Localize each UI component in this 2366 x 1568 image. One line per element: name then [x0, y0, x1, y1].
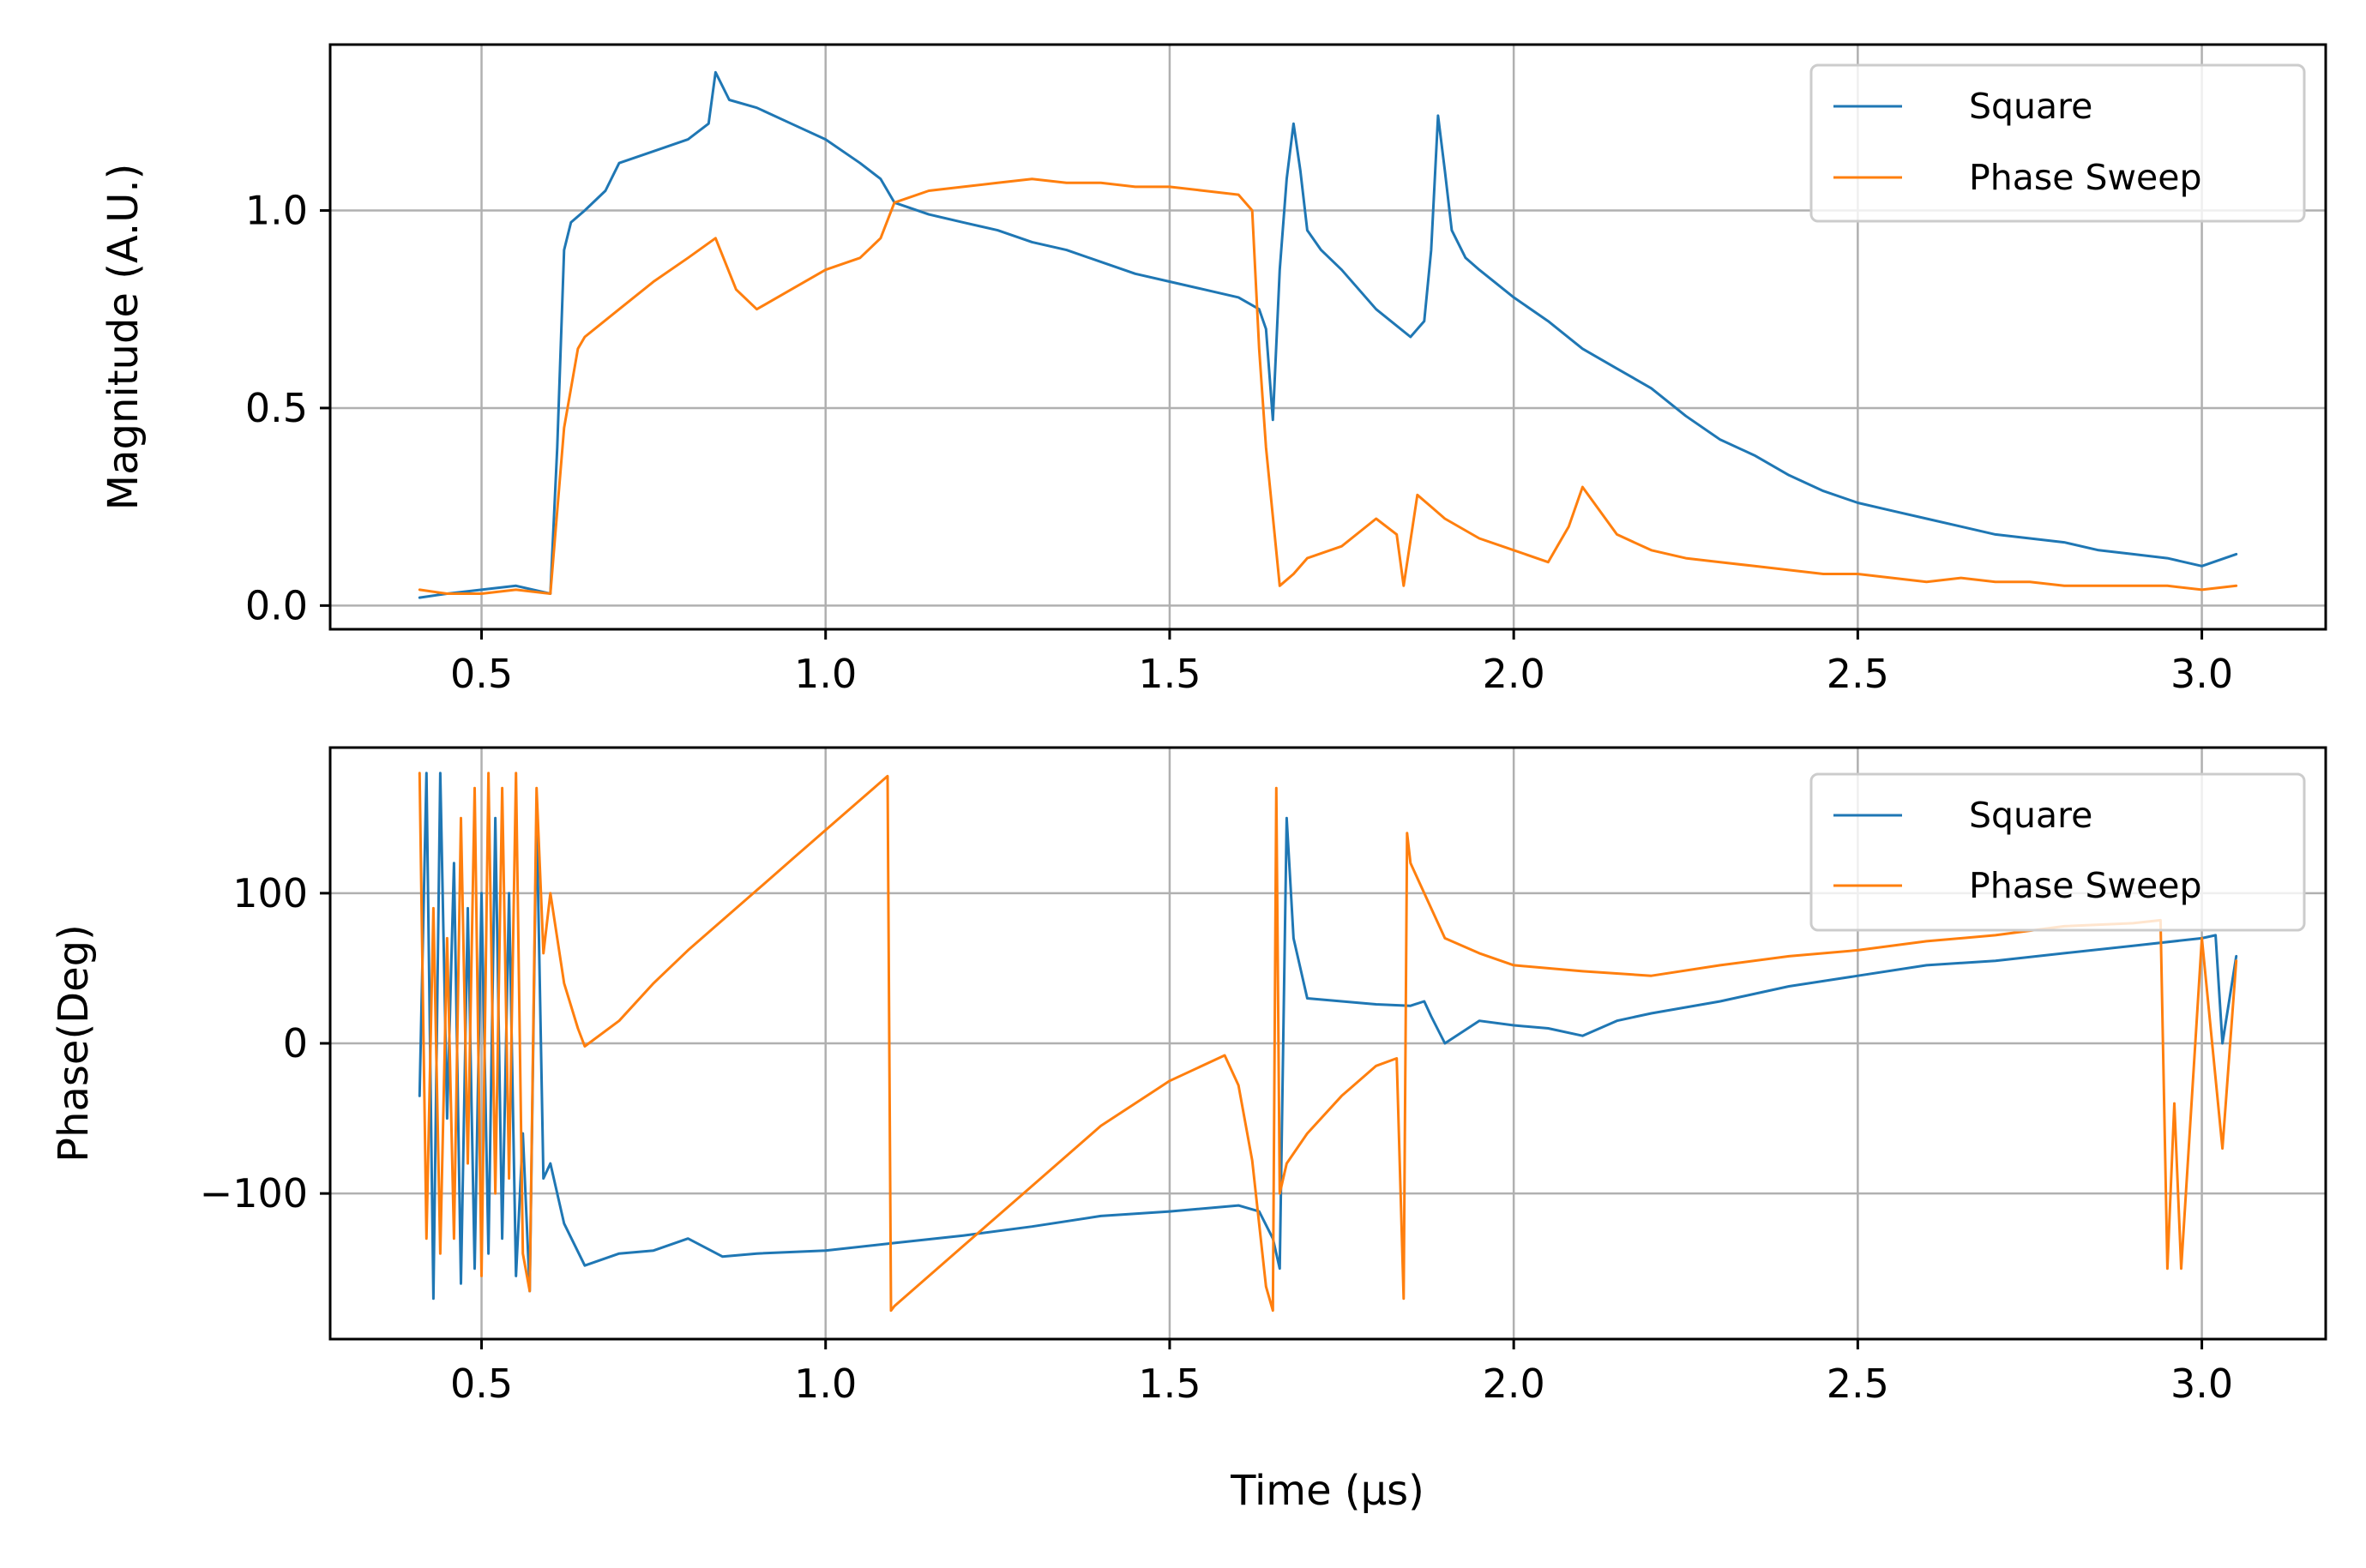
phase-ytick-label: −100	[200, 1170, 308, 1217]
phase-xlabel: Time (μs)	[1230, 1467, 1424, 1515]
phase-ticks: 0.5 1.0 1.5 2.0 2.5 3.0 −100 0 100	[200, 870, 2233, 1407]
phase-series-phase-sweep	[418, 772, 2238, 1313]
magnitude-xtick-label: 1.5	[1138, 651, 1201, 697]
phase-ylabel: Phase(Deg)	[50, 924, 98, 1162]
magnitude-xtick-label: 0.5	[450, 651, 513, 697]
magnitude-panel: 0.5 1.0 1.5 2.0 2.5 3.0 0.0 0.5 1.0 Magnitude (A…	[99, 43, 2327, 697]
phase-xtick-label: 0.5	[450, 1361, 513, 1407]
magnitude-legend-box	[1809, 63, 2306, 223]
magnitude-legend: Square Phase Sweep	[1809, 63, 2306, 223]
magnitude-xtick-label: 2.5	[1827, 651, 1889, 697]
phase-xtick-label: 3.0	[2170, 1361, 2233, 1407]
magnitude-series-phase-sweep	[418, 177, 2238, 595]
magnitude-ticks: 0.5 1.0 1.5 2.0 2.5 3.0 0.0 0.5 1.0	[245, 188, 2233, 697]
phase-xtick-label: 2.5	[1827, 1361, 1889, 1407]
phase-series	[418, 772, 2238, 1313]
magnitude-ytick-label: 1.0	[245, 188, 308, 234]
phase-ytick-label: 100	[232, 870, 308, 916]
magnitude-ylabel: Magnitude (A.U.)	[99, 164, 147, 511]
magnitude-xtick-label: 2.0	[1483, 651, 1545, 697]
phase-xtick-label: 1.5	[1138, 1361, 1201, 1407]
phase-legend: Square Phase Sweep	[1809, 772, 2306, 932]
magnitude-ytick-label: 0.5	[245, 385, 308, 431]
magnitude-xtick-label: 3.0	[2170, 651, 2233, 697]
magnitude-series	[418, 70, 2238, 599]
phase-legend-label-phase-sweep: Phase Sweep	[1969, 865, 2202, 906]
magnitude-axes-frame	[328, 43, 2327, 631]
phase-panel: 0.5 1.0 1.5 2.0 2.5 3.0 −100 0 100 Phase(Deg) Ti…	[50, 746, 2327, 1515]
magnitude-legend-label-square: Square	[1969, 86, 2092, 127]
magnitude-xtick-label: 1.0	[794, 651, 857, 697]
phase-ytick-label: 0	[283, 1020, 308, 1066]
magnitude-series-square	[418, 70, 2238, 599]
phase-legend-box	[1809, 772, 2306, 932]
magnitude-legend-label-phase-sweep: Phase Sweep	[1969, 157, 2202, 198]
phase-xtick-label: 2.0	[1483, 1361, 1545, 1407]
phase-legend-label-square: Square	[1969, 795, 2092, 836]
magnitude-ytick-label: 0.0	[245, 582, 308, 628]
phase-series-square	[418, 772, 2238, 1301]
phase-xtick-label: 1.0	[794, 1361, 857, 1407]
